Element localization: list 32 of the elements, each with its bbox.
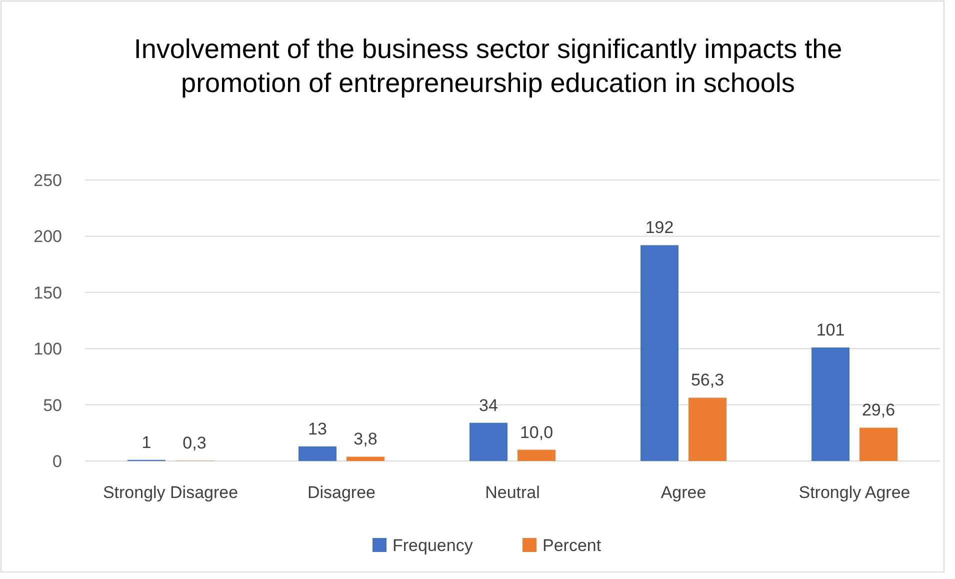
bar [640,245,678,461]
data-label: 13 [308,419,327,438]
data-label: 0,3 [182,434,206,453]
legend-label: Frequency [392,536,474,555]
bar [298,446,336,461]
x-tick-label: Disagree [307,483,376,502]
bar [470,422,508,461]
chart-title: Involvement of the business sector significantly impacts the promotion of entrepreneurship education in schools [134,34,842,98]
y-tick-label: 50 [43,396,62,415]
data-label: 34 [479,396,498,415]
bar [860,428,898,461]
y-tick-label: 100 [34,340,62,359]
bar [346,456,384,461]
legend-label: Percent [542,536,602,555]
data-label: 101 [816,320,845,340]
bar [688,398,726,461]
x-tick-label: Neutral [485,483,540,502]
x-tick-label: Strongly Agree [798,483,910,502]
x-tick-label: Strongly Disagree [102,483,238,502]
data-label: 3,8 [354,430,378,449]
y-tick-label: 0 [52,452,62,471]
data-label: 56,3 [690,370,724,390]
bar [518,450,556,461]
data-label: 192 [645,218,674,238]
data-label: 10,0 [520,422,554,442]
y-tick-label: 150 [34,283,62,302]
data-label: 1 [142,432,152,452]
data-label: 29,6 [862,400,896,420]
y-tick-label: 250 [34,170,62,190]
x-tick-label: Agree [660,483,706,502]
bar [812,347,850,461]
y-tick-label: 200 [34,227,62,246]
